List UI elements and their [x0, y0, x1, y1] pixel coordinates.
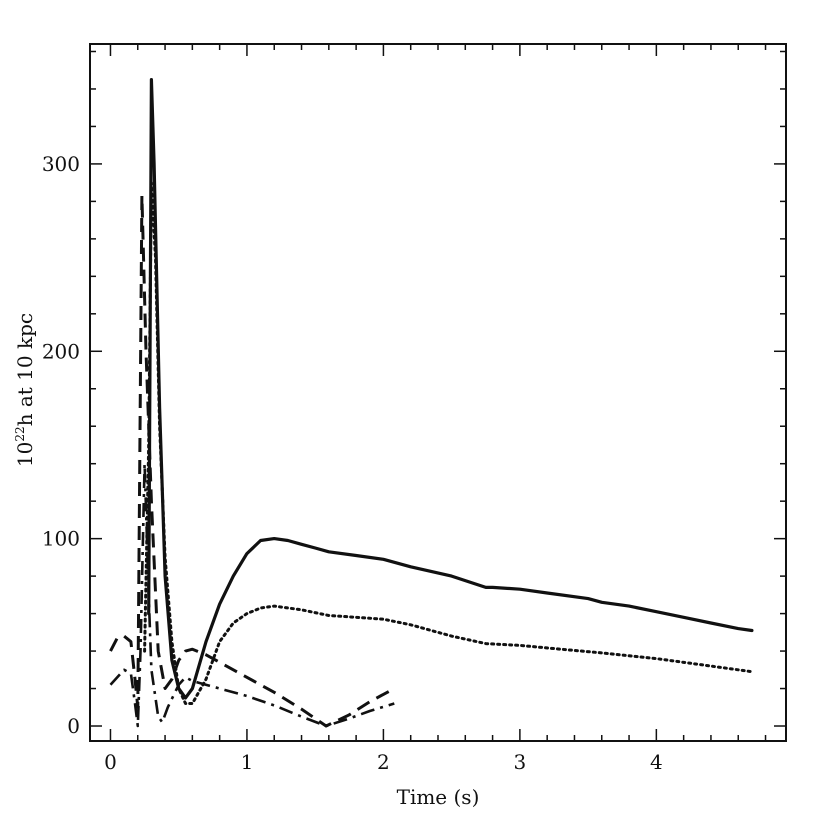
labels-layer: 0 1 2 3 4 0 100 200 300 — [42, 152, 663, 774]
y-tick-label: 0 — [67, 714, 80, 738]
series-line-dashed — [109, 194, 396, 728]
series-line-dotted — [143, 181, 754, 705]
y-axis-label-rest: h at 10 kpc — [13, 313, 37, 427]
y-axis-label-prefix: 10 — [13, 442, 37, 467]
y-tick-label: 300 — [42, 152, 80, 176]
plot-frame — [89, 43, 787, 742]
x-tick-label: 2 — [377, 750, 390, 774]
y-axis-label-exponent: 22 — [13, 426, 27, 441]
x-tick-label: 4 — [650, 750, 663, 774]
x-tick-label: 1 — [241, 750, 254, 774]
y-axis-label: 1022h at 10 kpc — [13, 313, 37, 467]
y-tick-label: 200 — [42, 339, 80, 363]
series-layer — [109, 78, 754, 728]
x-axis-label: Time (s) — [397, 785, 480, 809]
x-tick-label: 3 — [514, 750, 527, 774]
x-tick-label: 0 — [104, 750, 117, 774]
series-line-dashdot — [109, 462, 395, 728]
y-tick-label: 100 — [42, 527, 80, 551]
